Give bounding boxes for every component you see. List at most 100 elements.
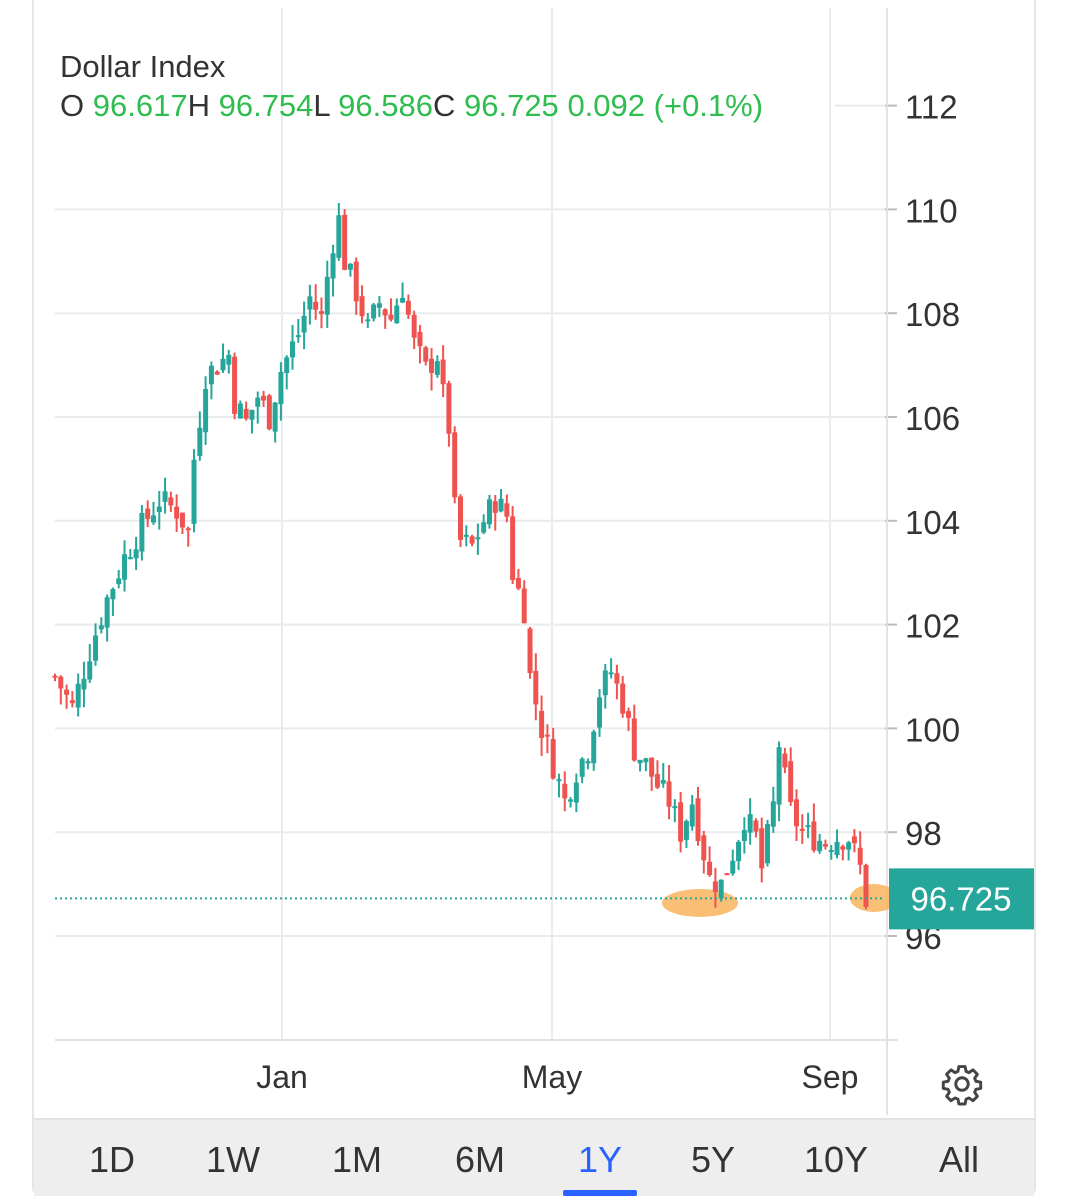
candle-body: [701, 835, 707, 861]
candle-body: [150, 515, 156, 523]
tab-6m[interactable]: 6M: [454, 1139, 505, 1180]
candle-body: [214, 371, 220, 375]
candle-body: [828, 850, 834, 853]
candle-body: [342, 214, 348, 270]
tab-1m[interactable]: 1M: [331, 1139, 382, 1180]
candle-body: [156, 506, 162, 512]
candle-body: [521, 588, 527, 624]
tab-1w[interactable]: 1W: [206, 1139, 260, 1180]
candle-body: [313, 301, 319, 310]
ohlc-readout: O 96.617H 96.754L 96.586C 96.725 0.092 (…: [60, 86, 763, 126]
candle-body: [127, 557, 133, 560]
last-price-tag: [889, 868, 1034, 930]
candle-body: [266, 395, 272, 430]
candle-body: [58, 676, 64, 689]
candle-body: [208, 365, 214, 385]
candle-body: [689, 804, 695, 827]
candle-body: [695, 798, 701, 842]
high-label: H: [187, 88, 210, 123]
candle-body: [597, 697, 603, 728]
highlight-marker: [662, 889, 738, 917]
candle-body: [718, 879, 724, 899]
low-value: 96.586: [338, 88, 433, 123]
candle-body: [417, 331, 423, 347]
candle-body: [87, 661, 93, 680]
tab-1d[interactable]: 1D: [88, 1139, 136, 1180]
candle-body: [318, 311, 324, 315]
candle-body: [788, 761, 794, 803]
y-tick-label: 102: [905, 608, 960, 645]
candle-body: [191, 459, 197, 524]
candle-body: [776, 747, 782, 805]
candle-body: [712, 881, 718, 892]
y-tick-label: 112: [905, 89, 958, 126]
candle-body: [811, 821, 817, 851]
candle-body: [834, 841, 840, 856]
candle-body: [660, 779, 666, 784]
candle-body: [81, 678, 87, 690]
candle-body: [179, 512, 185, 528]
gear-icon[interactable]: [940, 1062, 984, 1106]
candle-body: [185, 528, 191, 531]
chart-legend: Dollar Index O 96.617H 96.754L 96.586C 9…: [60, 48, 763, 126]
candle-body: [591, 731, 597, 764]
candle-body: [736, 841, 742, 862]
candle-body: [278, 372, 284, 405]
candle-body: [52, 675, 58, 678]
candle-body: [463, 534, 469, 537]
candle-body: [423, 347, 429, 362]
y-tick-label: 98: [905, 815, 942, 852]
open-value: 96.617: [92, 88, 188, 123]
candle-body: [544, 734, 550, 737]
tab-5y[interactable]: 5Y: [690, 1139, 736, 1180]
grid-layer: [55, 8, 885, 1040]
candle-body: [336, 215, 342, 258]
candle-body: [232, 356, 238, 414]
tab-10y[interactable]: 10Y: [803, 1139, 869, 1180]
tab-all[interactable]: All: [938, 1139, 979, 1180]
candle-body: [330, 253, 336, 279]
candle-body: [840, 846, 846, 850]
candle-body: [376, 303, 382, 308]
candle-body: [620, 683, 626, 714]
candle-body: [765, 824, 771, 864]
y-tick-label: 110: [905, 192, 958, 229]
candle-body: [249, 409, 255, 420]
candle-body: [492, 501, 498, 513]
y-tick-label: 106: [905, 400, 960, 437]
candle-body: [486, 499, 492, 525]
candle-body: [365, 319, 371, 322]
candle-body: [608, 672, 614, 675]
highlight-marker: [850, 884, 898, 912]
y-tick-label: 108: [905, 296, 960, 333]
candle-body: [429, 358, 435, 373]
candle-body: [237, 403, 243, 419]
candle-body: [614, 673, 620, 684]
candle-body: [307, 296, 313, 310]
candle-body: [475, 537, 481, 540]
candle-body: [770, 801, 776, 827]
candle-body: [579, 758, 585, 777]
candle-body: [290, 341, 296, 358]
candle-body: [295, 335, 301, 338]
candle-body: [857, 847, 863, 865]
candle-body: [255, 397, 261, 407]
candle-body: [168, 497, 174, 506]
candle-body: [64, 689, 70, 695]
candle-body: [753, 820, 759, 832]
candle-body: [226, 354, 232, 365]
instrument-name: Dollar Index: [60, 49, 226, 84]
candle-body: [631, 718, 637, 761]
candle-body: [533, 670, 539, 705]
candle-body: [353, 261, 359, 302]
candle-body: [133, 549, 139, 559]
candle-body: [573, 782, 579, 803]
x-tick-label: Jan: [256, 1059, 308, 1095]
candle-body: [707, 861, 713, 876]
candle-body: [301, 315, 307, 333]
candle-body: [793, 799, 799, 827]
high-value: 96.754: [218, 88, 314, 123]
tab-1y[interactable]: 1Y: [545, 1120, 655, 1196]
